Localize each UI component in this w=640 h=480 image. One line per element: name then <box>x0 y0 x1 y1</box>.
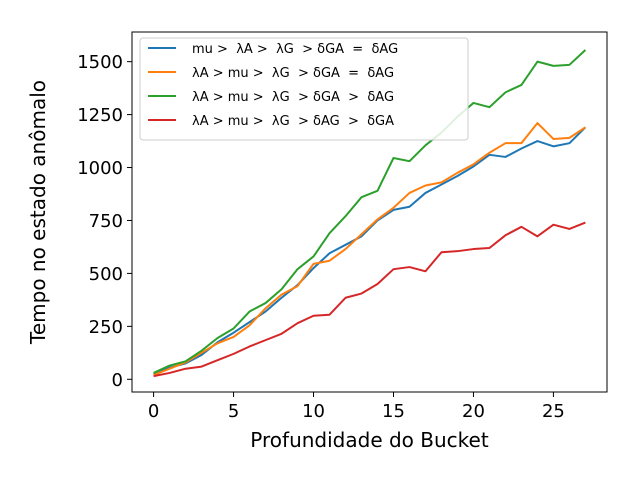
series-line-4 <box>153 221 586 378</box>
y-tick-label: 1000 <box>77 158 123 179</box>
legend-label-4: λA > mu > λG > δAG > δGA <box>192 114 394 129</box>
y-tick-label: 500 <box>89 264 123 285</box>
x-tick-label: 5 <box>228 401 239 422</box>
legend-label-3: λA > mu > λG > δGA > δAG <box>192 90 394 105</box>
series-line-3 <box>153 49 587 374</box>
y-axis: 0 250 500 750 1000 1250 1500 <box>77 52 132 391</box>
y-tick-label: 1500 <box>77 52 123 73</box>
y-tick-label: 750 <box>89 211 123 232</box>
x-tick-label: 25 <box>542 401 565 422</box>
legend-label-1: mu > λA > λG > δGA = δAG <box>192 42 398 57</box>
series-line-1 <box>153 126 587 375</box>
x-tick-label: 20 <box>462 401 485 422</box>
x-tick-label: 0 <box>148 401 159 422</box>
series-line-2 <box>153 122 586 376</box>
legend-label-2: λA > mu > λG > δGA = δAG <box>192 66 394 81</box>
y-tick-label: 0 <box>112 370 123 391</box>
y-tick-label: 1250 <box>77 105 123 126</box>
plot-series-group <box>153 49 587 378</box>
legend: mu > λA > λG > δGA = δAG λA > mu > λG > δ… <box>139 37 469 141</box>
plot-area-frame <box>131 31 608 393</box>
x-axis-label: Profundidade do Bucket <box>250 428 489 452</box>
x-axis: 0 5 10 15 20 25 <box>148 392 565 422</box>
y-tick-label: 250 <box>89 317 123 338</box>
legend-frame <box>139 37 469 141</box>
x-tick-label: 15 <box>382 401 405 422</box>
x-tick-label: 10 <box>302 401 325 422</box>
y-axis-label: Tempo no estado anômalo <box>26 80 50 345</box>
